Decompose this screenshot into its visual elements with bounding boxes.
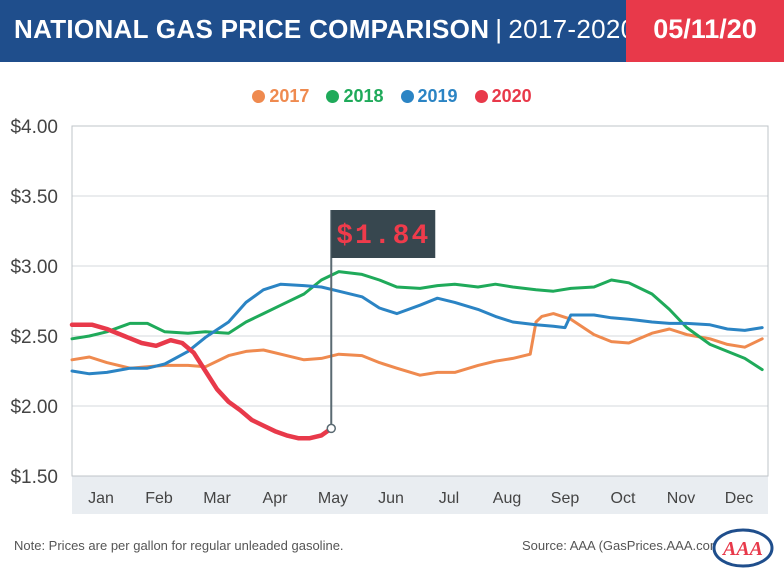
title-text: NATIONAL GAS PRICE COMPARISON xyxy=(14,14,490,44)
x-tick-label: Jun xyxy=(378,490,404,507)
legend-label-2019: 2019 xyxy=(417,86,458,106)
legend-item-2019: 2019 xyxy=(400,86,458,107)
chart-title: NATIONAL GAS PRICE COMPARISON | 2017-2020 xyxy=(14,14,635,45)
series-line-2020 xyxy=(69,322,334,441)
y-tick-label: $4.00 xyxy=(10,117,58,138)
callout-box xyxy=(331,210,436,258)
callout-marker xyxy=(326,423,337,434)
x-tick-label: Jan xyxy=(88,490,114,507)
callout-label: $1.84 xyxy=(336,221,430,252)
plot-frame xyxy=(71,125,769,477)
legend-swatch-2020 xyxy=(474,90,488,103)
x-tick-label: May xyxy=(318,490,348,507)
legend-swatch-2019 xyxy=(400,90,414,103)
x-tick-label: Sep xyxy=(551,490,580,507)
legend-label-2020: 2020 xyxy=(491,86,532,106)
legend-item-2018: 2018 xyxy=(326,86,383,107)
series-line-2017 xyxy=(70,312,764,377)
y-tick-label: $2.00 xyxy=(10,397,58,418)
x-tick-label: Aug xyxy=(493,490,521,507)
footer-source: Source: AAA (GasPrices.AAA.com) xyxy=(522,538,726,553)
title-separator: | xyxy=(495,14,503,44)
svg-text:AAA: AAA xyxy=(721,538,763,560)
header-bar: NATIONAL GAS PRICE COMPARISON | 2017-2020 … xyxy=(0,0,784,62)
legend-swatch-2017 xyxy=(252,90,266,103)
x-tick-label: Oct xyxy=(611,490,636,507)
series-lines xyxy=(69,270,764,441)
y-tick-label: $1.50 xyxy=(10,467,58,488)
footer-note: Note: Prices are per gallon for regular … xyxy=(14,538,344,553)
y-axis: $1.50 $2.00 $2.50 $3.00 $3.50 $4.00 xyxy=(10,117,58,488)
x-tick-label: Apr xyxy=(263,490,289,507)
x-tick-label: Jul xyxy=(439,490,459,507)
legend-label-2017: 2017 xyxy=(269,86,310,106)
y-tick-label: $3.50 xyxy=(10,187,58,208)
legend-label-2018: 2018 xyxy=(343,86,384,106)
title-range: 2017-2020 xyxy=(508,14,636,44)
month-band-bg xyxy=(72,476,768,514)
y-tick-label: $2.50 xyxy=(10,327,58,348)
x-tick-label: Nov xyxy=(667,490,695,507)
legend: 2017 2018 2019 2020 xyxy=(0,86,784,107)
x-tick-label: Mar xyxy=(203,490,231,507)
grid-lines xyxy=(72,195,768,407)
x-tick-label: Dec xyxy=(725,490,753,507)
x-tick-label: Feb xyxy=(145,490,173,507)
aaa-logo-icon: AAA xyxy=(712,528,774,568)
price-callout: $1.84 xyxy=(326,210,436,434)
legend-item-2020: 2020 xyxy=(474,86,532,107)
date-badge: 05/11/20 xyxy=(626,0,784,62)
legend-item-2017: 2017 xyxy=(252,86,309,107)
x-axis: Jan Feb Mar Apr May Jun Jul Aug Sep Oct Nov Dec xyxy=(88,490,753,507)
series-line-2018 xyxy=(70,270,764,372)
date-text: 05/11/20 xyxy=(653,14,757,44)
y-tick-label: $3.00 xyxy=(10,257,58,278)
legend-swatch-2018 xyxy=(326,90,340,103)
series-line-2019 xyxy=(70,282,764,376)
